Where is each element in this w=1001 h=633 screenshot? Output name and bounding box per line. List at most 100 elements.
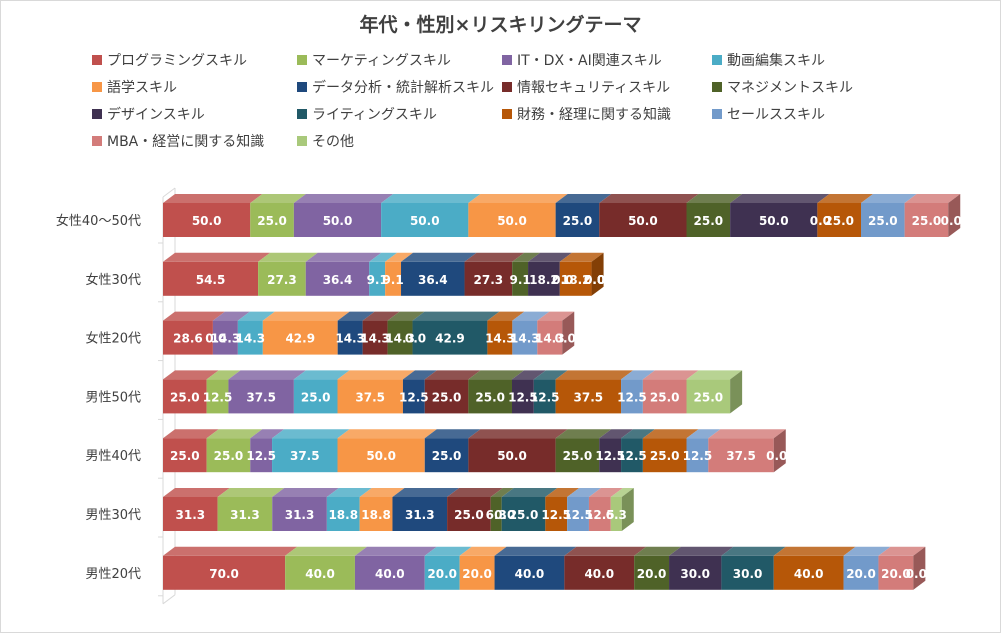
bar-segment bbox=[567, 497, 589, 531]
category-label: 男性40代 bbox=[85, 449, 141, 464]
data-label: 27.3 bbox=[474, 273, 504, 287]
bar-top-face bbox=[293, 370, 350, 380]
bar-side-face bbox=[773, 429, 786, 473]
data-label: 37.5 bbox=[726, 449, 756, 463]
data-label: 18.2 bbox=[529, 273, 559, 287]
bar-top-face bbox=[359, 488, 405, 497]
legend-swatch bbox=[92, 55, 102, 65]
data-label: 20.0 bbox=[427, 567, 457, 581]
bar-top-face bbox=[163, 488, 230, 497]
data-label: 14.3 bbox=[335, 332, 365, 346]
bar-top-face bbox=[708, 429, 786, 439]
bar-segment bbox=[326, 497, 360, 531]
bar-segment bbox=[610, 497, 622, 531]
category-label: 男性30代 bbox=[85, 508, 141, 523]
data-label: 36.4 bbox=[418, 273, 448, 287]
chart-title: 年代・性別×リスキリングテーマ bbox=[359, 14, 642, 36]
bar-segment bbox=[545, 497, 568, 531]
bar-top-face bbox=[354, 546, 437, 556]
bar-segment bbox=[337, 379, 403, 414]
bar-segment bbox=[385, 261, 402, 296]
bar-top-face bbox=[326, 488, 372, 497]
data-label: 50.0 bbox=[497, 449, 527, 463]
data-label: 12.5 bbox=[203, 390, 233, 404]
bar-top-face bbox=[464, 252, 525, 262]
bar-segment bbox=[501, 497, 546, 531]
bar-segment bbox=[621, 379, 643, 414]
data-label: 0.0 bbox=[584, 273, 605, 287]
bar-top-face bbox=[545, 488, 580, 497]
data-label: 37.5 bbox=[290, 449, 320, 463]
bar-top-face bbox=[512, 311, 550, 321]
data-label: 18.8 bbox=[361, 508, 391, 522]
legend-label: 情報セキュリティスキル bbox=[517, 80, 671, 96]
bar-segment bbox=[206, 379, 229, 414]
data-label: 31.3 bbox=[405, 508, 435, 522]
legend-item: ライティングスキル bbox=[297, 104, 437, 124]
floor-line bbox=[162, 594, 176, 605]
legend-swatch bbox=[502, 55, 512, 65]
bar-segment bbox=[878, 555, 914, 590]
bar-segment bbox=[490, 497, 502, 531]
bar-top-face bbox=[163, 311, 225, 321]
legend-item: その他 bbox=[297, 131, 354, 151]
bar-top-face bbox=[559, 252, 604, 262]
bar-top-face bbox=[555, 429, 612, 439]
legend-item: セールススキル bbox=[712, 104, 825, 124]
bar-top-face bbox=[610, 488, 634, 497]
bar-top-face bbox=[564, 546, 647, 556]
bar-top-face bbox=[861, 194, 917, 203]
bar-segment bbox=[381, 203, 469, 237]
legend-swatch bbox=[92, 82, 102, 92]
bar-segment bbox=[599, 438, 622, 473]
bar-segment bbox=[285, 555, 355, 590]
legend-label: マーケティングスキル bbox=[312, 53, 451, 69]
bar-segment bbox=[293, 203, 382, 237]
bar-segment bbox=[459, 555, 495, 590]
data-label: 37.5 bbox=[574, 390, 604, 404]
bar-top-face bbox=[385, 252, 414, 262]
bar-top-face bbox=[337, 370, 415, 380]
legend-item: MBA・経営に関する知識 bbox=[92, 131, 264, 151]
bar-segment bbox=[392, 497, 448, 531]
bar-segment bbox=[387, 320, 413, 355]
bar-top-face bbox=[337, 311, 375, 321]
bar-top-face bbox=[773, 546, 856, 556]
data-label: 12.5 bbox=[617, 390, 647, 404]
data-label: 12.5 bbox=[563, 508, 593, 522]
bar-segment bbox=[468, 203, 556, 237]
bar-segment bbox=[237, 320, 263, 355]
bar-segment bbox=[359, 497, 393, 531]
bar-top-face bbox=[490, 488, 514, 497]
bar-top-face bbox=[163, 546, 298, 556]
data-label: 9.1 bbox=[509, 273, 530, 287]
bar-segment bbox=[686, 203, 731, 237]
bar-top-face bbox=[387, 311, 425, 321]
data-label: 50.0 bbox=[628, 214, 658, 228]
data-label: 12.5 bbox=[530, 390, 560, 404]
legend-label: プログラミングスキル bbox=[107, 53, 247, 69]
bar-segment bbox=[163, 438, 207, 473]
data-label: 70.0 bbox=[209, 567, 239, 581]
data-label: 12.5 bbox=[585, 508, 615, 522]
data-label: 0.0 bbox=[405, 332, 426, 346]
bar-segment bbox=[401, 261, 465, 296]
data-label: 25.0 bbox=[868, 214, 898, 228]
bar-top-face bbox=[459, 546, 507, 556]
bar-top-face bbox=[468, 429, 568, 439]
bar-segment bbox=[228, 379, 294, 414]
bar-top-face bbox=[730, 194, 830, 203]
data-label: 12.5 bbox=[508, 390, 538, 404]
bar-top-face bbox=[392, 488, 460, 497]
data-label: 6.3 bbox=[486, 508, 507, 522]
category-label: 女性20代 bbox=[85, 331, 141, 347]
bar-top-face bbox=[621, 429, 655, 439]
data-label: 40.0 bbox=[305, 567, 335, 581]
bar-top-face bbox=[401, 252, 477, 262]
data-label: 30.0 bbox=[680, 567, 710, 581]
bar-segment bbox=[447, 497, 491, 531]
legend-item: プログラミングスキル bbox=[92, 50, 247, 70]
bar-segment bbox=[599, 203, 687, 237]
data-label: 31.3 bbox=[176, 508, 206, 522]
bar-segment bbox=[773, 555, 844, 590]
